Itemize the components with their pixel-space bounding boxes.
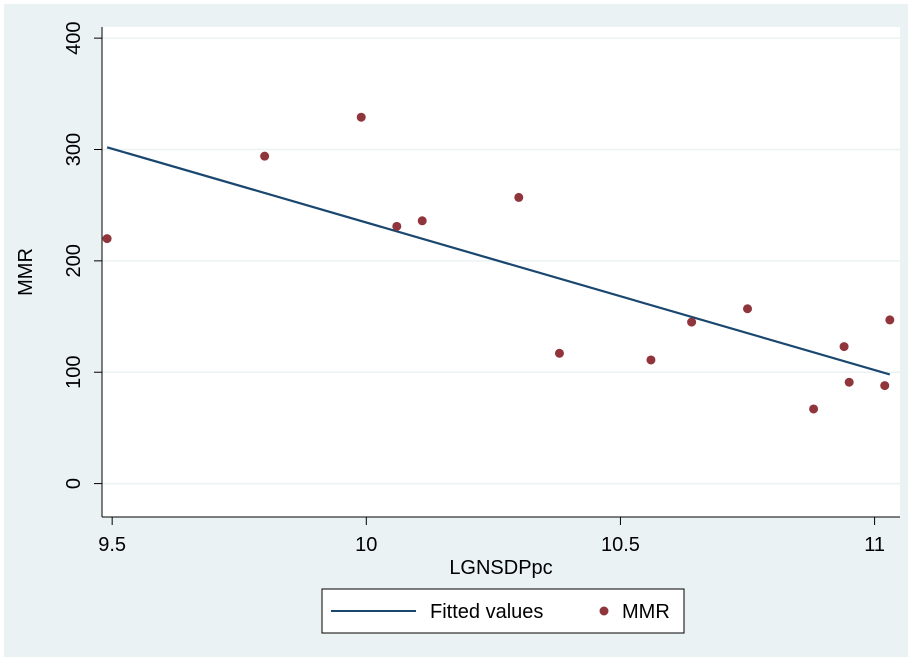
x-tick-label: 9.5: [98, 534, 126, 556]
mmr-series: [102, 112, 895, 414]
legend-label-fitted-values: Fitted values: [430, 601, 543, 623]
mmr-point: [356, 112, 366, 122]
mmr-point: [646, 355, 656, 365]
x-tick-label: 11: [864, 534, 885, 556]
legend-label-mmr: MMR: [622, 601, 670, 623]
mmr-point: [392, 221, 402, 231]
x-tick-label: 10.5: [601, 534, 640, 556]
mmr-point: [687, 317, 697, 327]
legend: Fitted values MMR: [321, 588, 685, 634]
mmr-point: [743, 304, 753, 314]
y-tick-label: 200: [63, 244, 85, 277]
mmr-point: [839, 342, 849, 352]
mmr-point: [885, 315, 895, 325]
fitted-values-series: [106, 146, 891, 376]
mmr-point: [102, 234, 112, 244]
mmr-point: [417, 216, 427, 226]
mmr-point: [554, 348, 564, 358]
y-ticks: 0 100 200 300 400: [63, 21, 102, 489]
y-tick-label: 400: [63, 21, 85, 54]
mmr-point: [880, 381, 890, 391]
x-axis-title: LGNSDPpc: [449, 557, 552, 579]
fitted-values-line: [106, 146, 891, 376]
legend-point-swatch: [599, 606, 609, 616]
y-tick-label: 300: [63, 133, 85, 166]
plot-area: [102, 27, 900, 517]
y-tick-label: 100: [63, 356, 85, 389]
mmr-point: [809, 404, 819, 414]
mmr-point: [844, 377, 854, 387]
y-axis-title: MMR: [15, 248, 37, 296]
x-ticks: 9.5 10 10.5 11: [98, 517, 885, 556]
x-tick-label: 10: [355, 534, 377, 556]
y-tick-label: 0: [63, 478, 85, 489]
mmr-point: [514, 192, 524, 202]
mmr-point: [260, 151, 270, 161]
